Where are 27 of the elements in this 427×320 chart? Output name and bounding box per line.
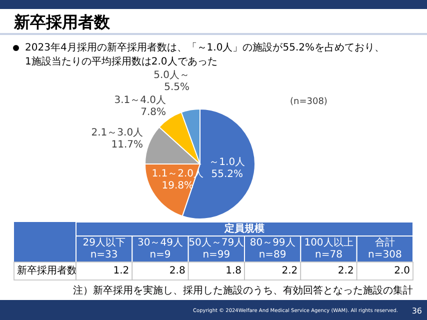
data-label: 1.2 [113, 266, 130, 276]
category-label: 合計 n=308 [368, 236, 402, 260]
category-label: 29人以下 n=33 [82, 236, 126, 260]
category-label: 80～99人 n=89 [250, 238, 296, 260]
data-label: 7.8% [140, 107, 166, 118]
slice-label: ～1.0人 [209, 156, 246, 168]
category-label: 30～49人 n=9 [138, 238, 183, 260]
data-label: 11.7% [111, 140, 144, 151]
data-label: 1.8 [226, 266, 242, 276]
data-label: 2.8 [169, 266, 186, 276]
chart-subtitle: 2023年4月採用の新卒採用者数は、「～1.0人」の施設が55.2%を占めており、 1施設当たりの平均採用数は2.0人であった [25, 42, 384, 68]
data-label: 2.2 [282, 266, 298, 276]
slice-label: 2.1～3.0人 [91, 128, 144, 139]
category-label: 100人以上 n=78 [304, 236, 354, 260]
data-label: 2.2 [338, 266, 354, 276]
data-label: 55.2% [211, 168, 244, 180]
slice-label: 5.0人～ [154, 70, 190, 82]
slice-label: 3.1～4.0人 [114, 95, 166, 106]
category-label: 50人～79人 n=99 [188, 238, 244, 260]
text: 新卒採用者数 [17, 264, 77, 276]
chart-title: 新卒採用者数 [13, 12, 111, 32]
text: 定員規模 [224, 222, 266, 234]
text: 36 [412, 306, 422, 316]
data-label: 5.5% [164, 82, 190, 94]
text: (n=308) [290, 97, 328, 107]
text: 注）新卒採用を実施し、採用した施設のうち、有効回答となった施設の集計 [73, 284, 413, 296]
data-label: 2.0 [394, 266, 410, 276]
